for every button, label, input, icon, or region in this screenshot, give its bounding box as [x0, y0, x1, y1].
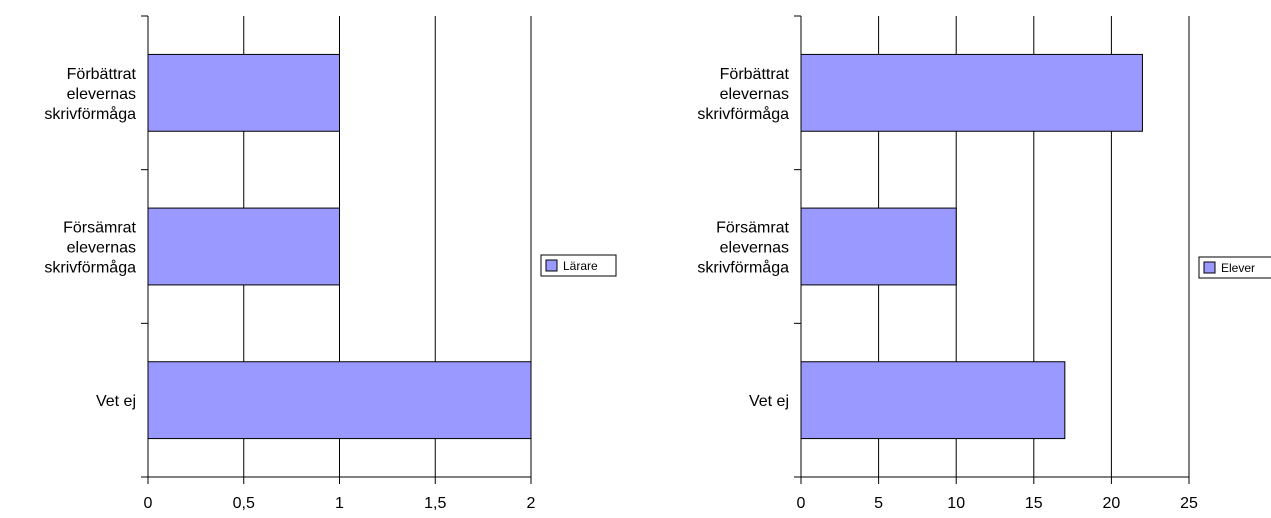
- x-tick-label: 25: [1180, 495, 1198, 512]
- x-tick-label: 0: [144, 495, 153, 512]
- legend-swatch: [1203, 261, 1216, 274]
- x-tick-label: 0,5: [233, 495, 255, 512]
- x-tick-label: 10: [947, 495, 965, 512]
- category-label: Förbättrat elevernas skrivförmåga: [44, 66, 136, 123]
- bar: [800, 361, 1066, 440]
- x-tick-label: 1: [335, 495, 344, 512]
- legend-swatch: [545, 259, 558, 272]
- category-label: Förbättrat elevernas skrivförmåga: [697, 66, 789, 123]
- category-label: Vet ej: [96, 393, 136, 410]
- legend-box: [540, 254, 617, 277]
- category-label: Försämrat elevernas skrivförmåga: [697, 220, 789, 277]
- legend-box: [1198, 256, 1271, 279]
- x-tick-label: 1,5: [424, 495, 446, 512]
- bar: [147, 53, 340, 132]
- category-label: Vet ej: [749, 393, 789, 410]
- x-tick-label: 0: [797, 495, 806, 512]
- x-tick-label: 15: [1025, 495, 1043, 512]
- category-label: Försämrat elevernas skrivförmåga: [44, 220, 136, 277]
- x-tick-label: 2: [527, 495, 536, 512]
- legend-label: Lärare: [563, 259, 598, 273]
- bar: [147, 361, 532, 440]
- x-tick-label: 20: [1103, 495, 1121, 512]
- bar: [147, 207, 340, 286]
- bar: [800, 207, 957, 286]
- x-tick-label: 5: [874, 495, 883, 512]
- bar: [800, 53, 1143, 132]
- legend-label: Elever: [1221, 261, 1255, 275]
